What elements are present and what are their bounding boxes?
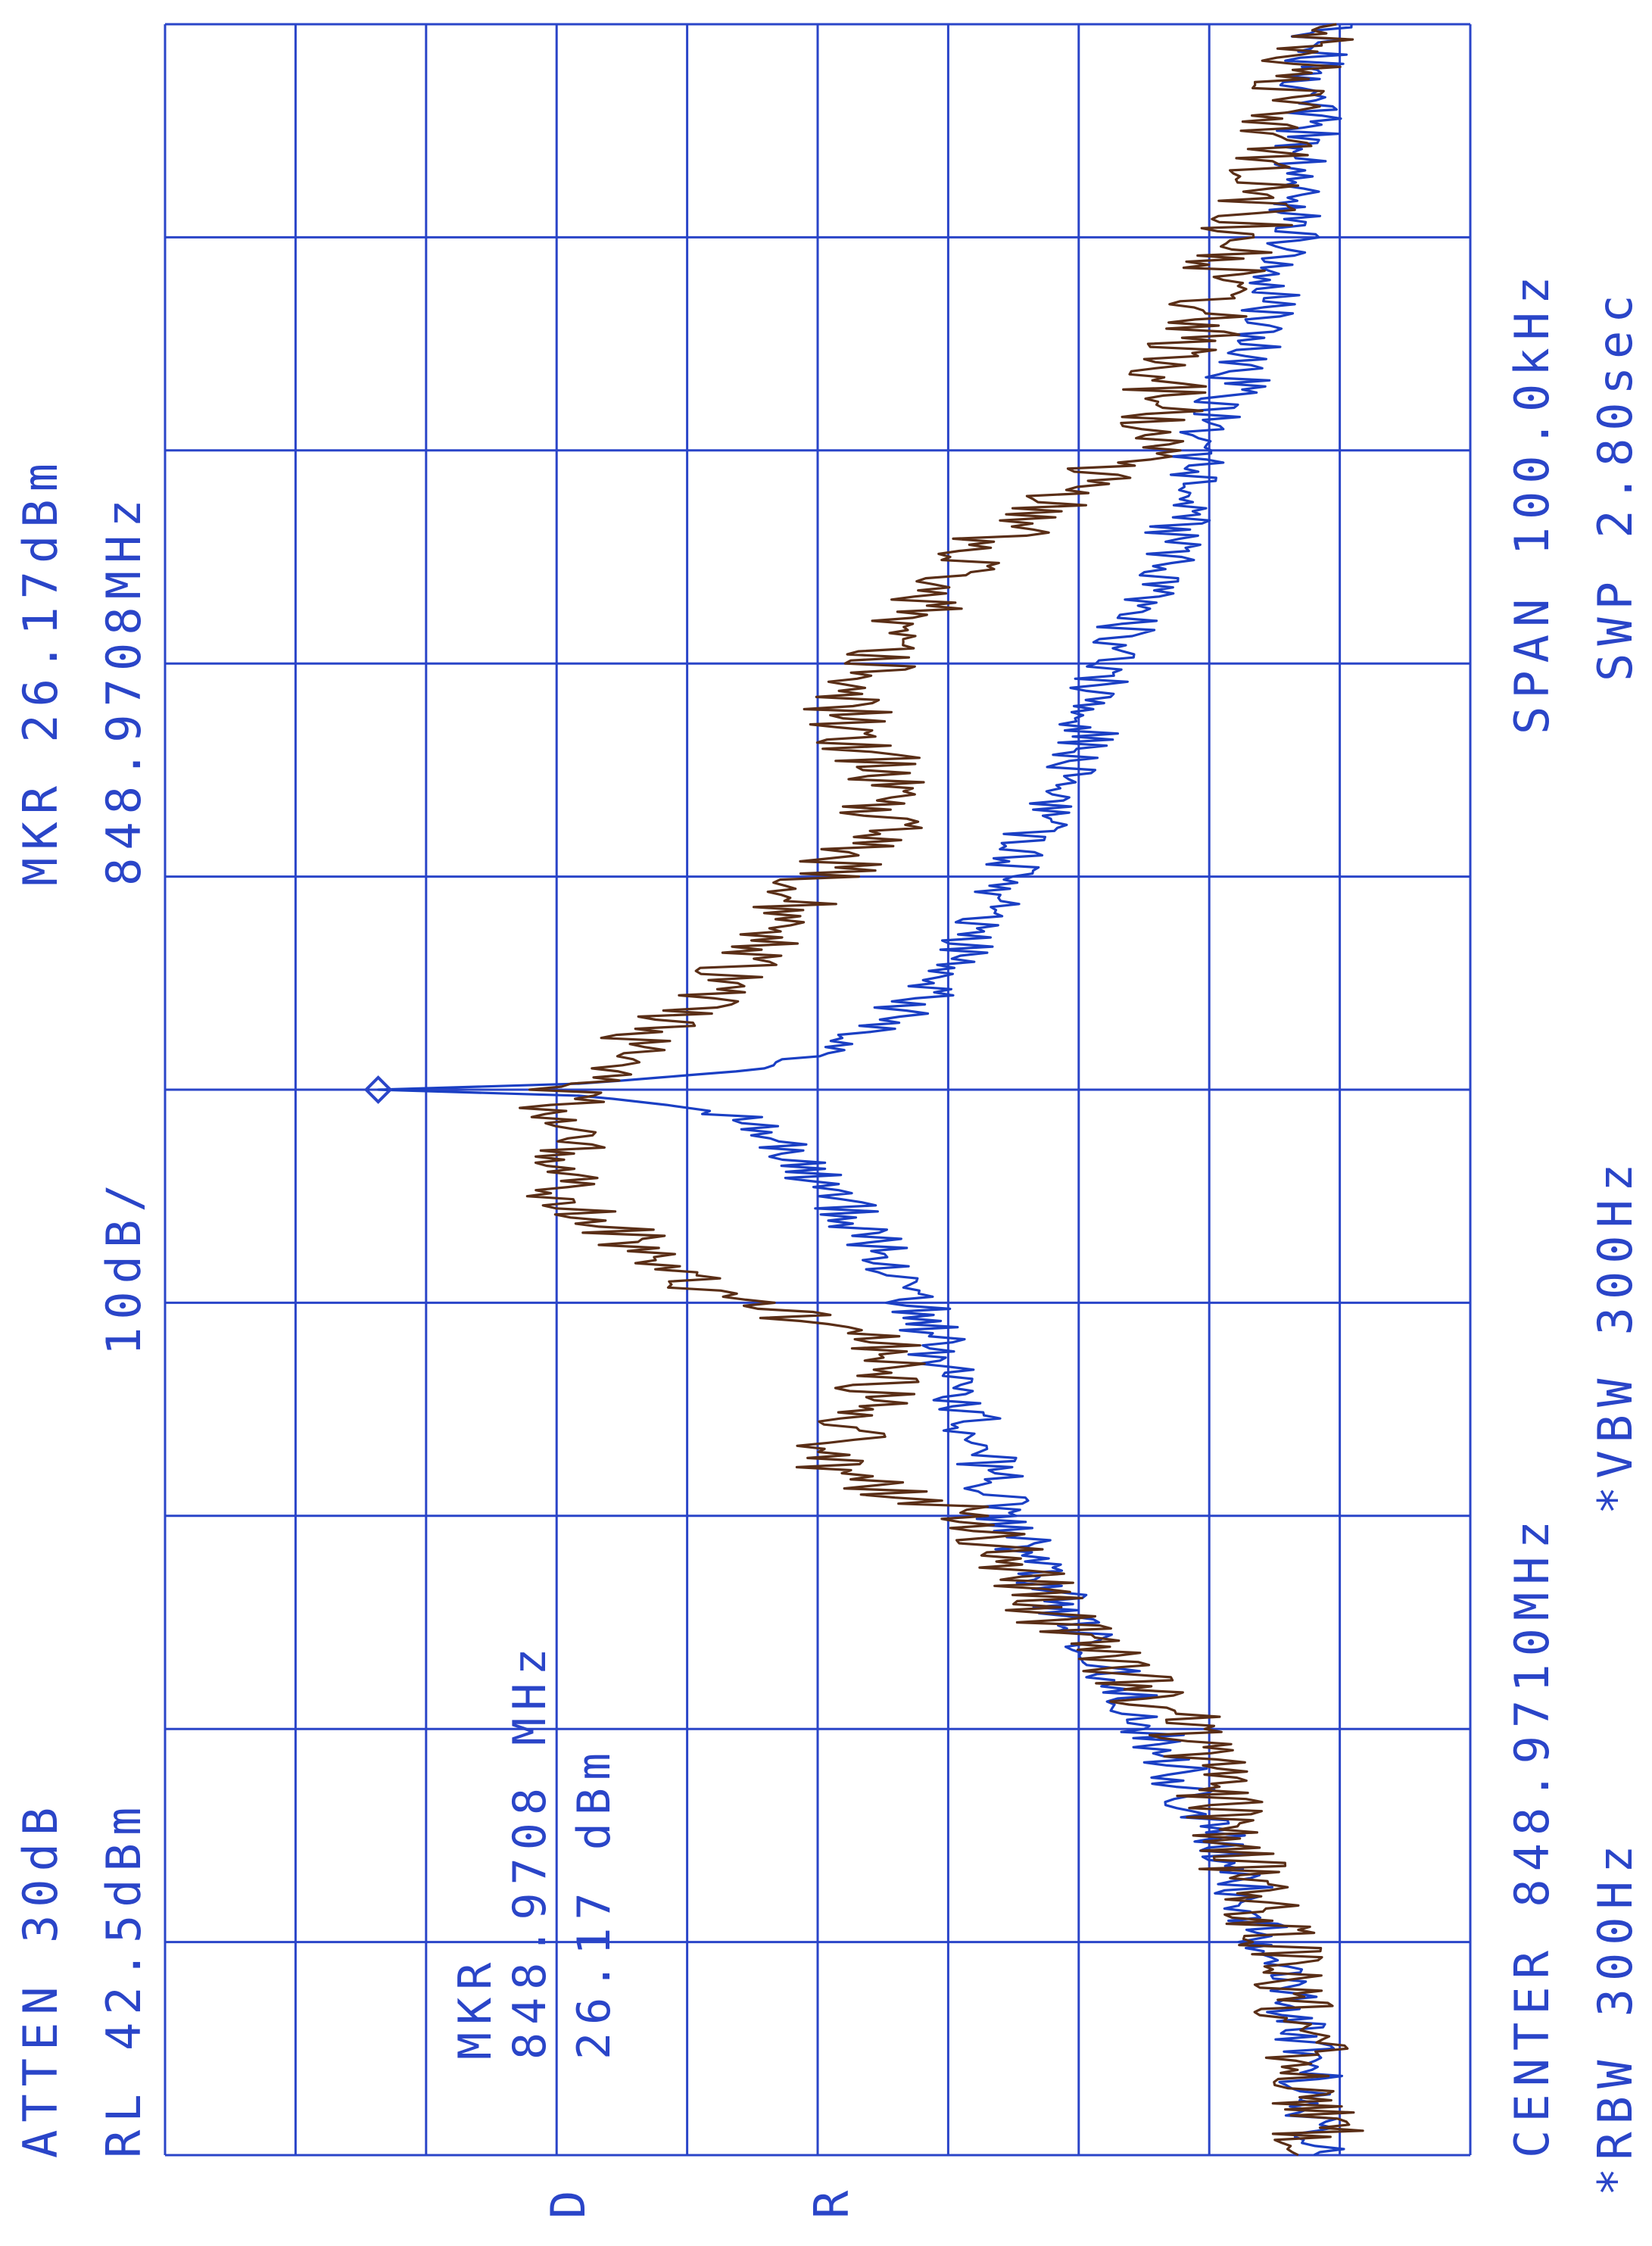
scale-label: 10dB/ xyxy=(96,1176,151,1355)
trace-flag-r: R xyxy=(804,2183,859,2219)
marker-box-amplitude: 26.17 dBm xyxy=(568,1745,621,2060)
ref-level-label: RL 42.5dBm xyxy=(96,1800,151,2158)
trace-blue xyxy=(376,23,1353,2157)
vbw-label: *VBW 300Hz xyxy=(1588,1156,1643,1514)
marker-readout-frequency: 848.9708MHz xyxy=(96,491,151,886)
sweep-time-label: SWP 2.80sec xyxy=(1588,287,1643,682)
trace-flag-d: D xyxy=(541,2183,596,2219)
marker-readout-amplitude: MKR 26.17dBm xyxy=(13,456,68,886)
graticule xyxy=(164,23,1472,2157)
marker-box-frequency: 848.9708 MHz xyxy=(503,1641,556,2060)
traces xyxy=(376,23,1364,2157)
center-frequency-label: CENTER 848.9710MHz xyxy=(1504,1513,1560,2158)
trace-brown xyxy=(519,23,1364,2157)
marker-diamond-icon xyxy=(363,1075,393,1104)
atten-label: ATTEN 30dB xyxy=(13,1800,68,2158)
rbw-label: *RBW 300Hz xyxy=(1588,1838,1643,2196)
span-label: SPAN 100.0kHz xyxy=(1504,269,1560,735)
marker-box-title: MKR xyxy=(449,1955,502,2060)
